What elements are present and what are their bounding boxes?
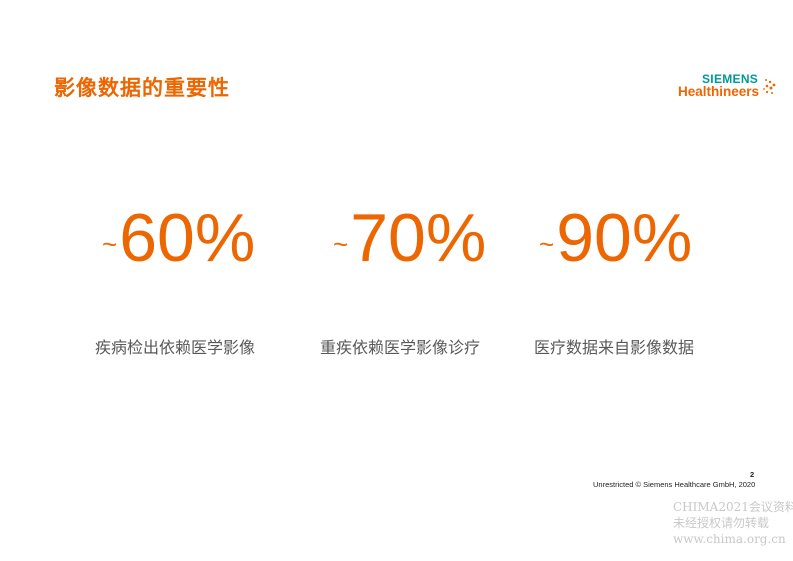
stat-value-1: ~60% — [102, 198, 255, 284]
watermark-line-1: CHIMA2021会议资料 — [673, 500, 793, 514]
logo-line-1: SIEMENS — [702, 72, 759, 86]
stat-label-2: 重疾依赖医学影像诊疗 — [320, 338, 481, 357]
footer-copyright: Unrestricted © Siemens Healthcare GmbH, … — [593, 480, 756, 489]
stat-number: 90% — [556, 200, 693, 276]
tilde: ~ — [539, 229, 555, 259]
tilde: ~ — [102, 229, 118, 259]
stat-number: 70% — [350, 200, 487, 276]
page-number: 2 — [750, 470, 755, 479]
stat-value-2: ~70% — [333, 198, 486, 284]
stat-label-3: 医疗数据来自影像数据 — [534, 338, 695, 357]
siemens-healthineers-logo: SIEMENS Healthineers — [678, 72, 778, 102]
logo-line-2: Healthineers — [678, 84, 760, 99]
tilde: ~ — [333, 229, 349, 259]
stat-value-3: ~90% — [539, 198, 692, 284]
watermark-line-3: www.chima.org.cn — [673, 532, 786, 546]
slide-title: 影像数据的重要性 — [54, 76, 230, 100]
watermark-line-2: 未经授权请勿转载 — [673, 516, 770, 530]
stat-number: 60% — [119, 200, 256, 276]
stat-label-1: 疾病检出依赖医学影像 — [95, 338, 256, 357]
logo-dots-icon — [763, 79, 776, 94]
